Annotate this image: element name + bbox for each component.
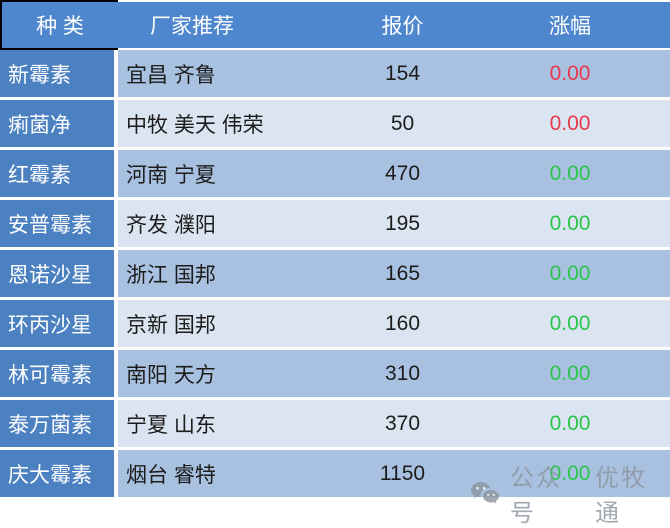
change-cell: 0.00 xyxy=(470,200,670,250)
price-cell: 310 xyxy=(335,350,470,400)
table-row: 林可霉素 南阳 天方 310 0.00 xyxy=(0,350,670,400)
price-cell: 195 xyxy=(335,200,470,250)
change-cell: 0.00 xyxy=(470,450,670,500)
change-cell: 0.00 xyxy=(470,250,670,300)
manufacturers-cell: 南阳 天方 xyxy=(118,350,335,400)
category-cell: 痢菌净 xyxy=(0,100,118,150)
category-cell: 新霉素 xyxy=(0,50,118,100)
change-cell: 0.00 xyxy=(470,150,670,200)
price-cell: 154 xyxy=(335,50,470,100)
table-row: 痢菌净 中牧 美天 伟荣 50 0.00 xyxy=(0,100,670,150)
manufacturers-cell: 中牧 美天 伟荣 xyxy=(118,100,335,150)
manufacturers-cell: 齐发 濮阳 xyxy=(118,200,335,250)
change-cell: 0.00 xyxy=(470,350,670,400)
table-header-row: 种 类 厂家推荐 报价 涨幅 xyxy=(0,0,670,50)
table-row: 恩诺沙星 浙江 国邦 165 0.00 xyxy=(0,250,670,300)
price-cell: 50 xyxy=(335,100,470,150)
price-cell: 1150 xyxy=(335,450,470,500)
header-category: 种 类 xyxy=(0,0,118,50)
price-cell: 160 xyxy=(335,300,470,350)
manufacturers-cell: 宜昌 齐鲁 xyxy=(118,50,335,100)
change-cell: 0.00 xyxy=(470,300,670,350)
drug-price-table: 种 类 厂家推荐 报价 涨幅 新霉素 宜昌 齐鲁 154 0.00 痢菌净 中牧… xyxy=(0,0,670,500)
category-cell: 林可霉素 xyxy=(0,350,118,400)
category-cell: 安普霉素 xyxy=(0,200,118,250)
table-row: 环丙沙星 京新 国邦 160 0.00 xyxy=(0,300,670,350)
table-row: 庆大霉素 烟台 睿特 1150 0.00 xyxy=(0,450,670,500)
price-cell: 470 xyxy=(335,150,470,200)
table-body: 新霉素 宜昌 齐鲁 154 0.00 痢菌净 中牧 美天 伟荣 50 0.00 … xyxy=(0,50,670,500)
category-cell: 红霉素 xyxy=(0,150,118,200)
header-manufacturers: 厂家推荐 xyxy=(118,0,335,50)
table-row: 泰万菌素 宁夏 山东 370 0.00 xyxy=(0,400,670,450)
header-change: 涨幅 xyxy=(470,0,670,50)
price-cell: 165 xyxy=(335,250,470,300)
category-cell: 恩诺沙星 xyxy=(0,250,118,300)
manufacturers-cell: 京新 国邦 xyxy=(118,300,335,350)
change-cell: 0.00 xyxy=(470,50,670,100)
change-cell: 0.00 xyxy=(470,100,670,150)
manufacturers-cell: 河南 宁夏 xyxy=(118,150,335,200)
table-row: 安普霉素 齐发 濮阳 195 0.00 xyxy=(0,200,670,250)
manufacturers-cell: 浙江 国邦 xyxy=(118,250,335,300)
category-cell: 庆大霉素 xyxy=(0,450,118,500)
category-cell: 环丙沙星 xyxy=(0,300,118,350)
table-row: 新霉素 宜昌 齐鲁 154 0.00 xyxy=(0,50,670,100)
table-row: 红霉素 河南 宁夏 470 0.00 xyxy=(0,150,670,200)
manufacturers-cell: 宁夏 山东 xyxy=(118,400,335,450)
manufacturers-cell: 烟台 睿特 xyxy=(118,450,335,500)
header-price: 报价 xyxy=(335,0,470,50)
change-cell: 0.00 xyxy=(470,400,670,450)
price-cell: 370 xyxy=(335,400,470,450)
category-cell: 泰万菌素 xyxy=(0,400,118,450)
